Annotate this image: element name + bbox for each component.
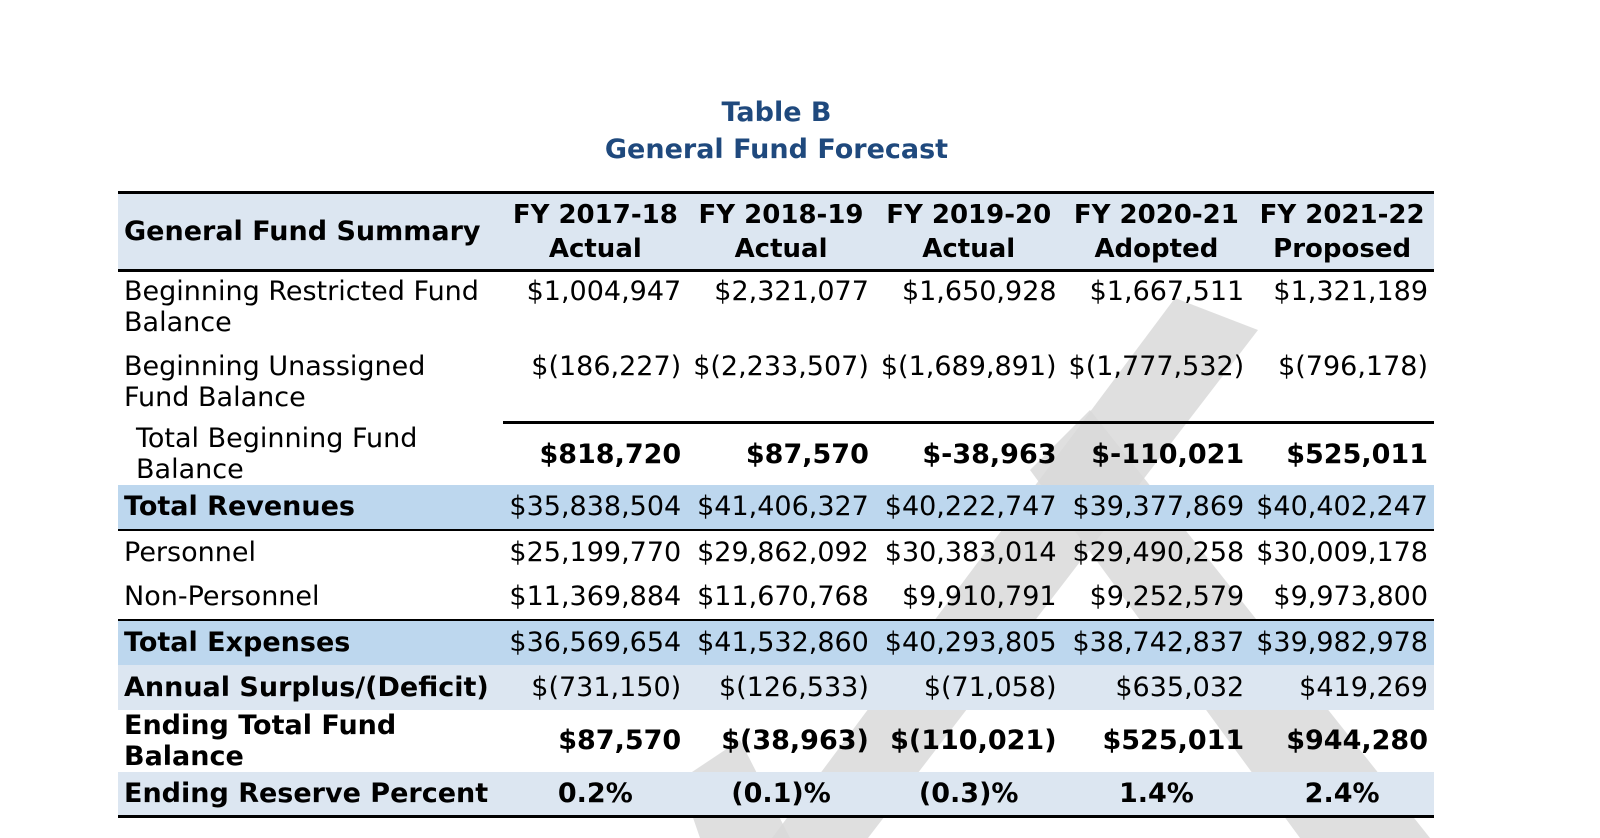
table-cell: $2,321,077 [714,276,869,307]
row-label: Beginning Unassigned Fund Balance [124,350,426,413]
table-cell: $(186,227) [531,350,682,382]
row-personnel: Personnel $25,199,770 $29,862,092 $30,38… [118,530,1434,575]
table-cell: $(731,150) [531,671,682,703]
table-cell: $87,570 [558,725,682,756]
table-cell: (0.1)% [731,777,831,809]
table-cell: $525,011 [1102,725,1245,756]
table-cell: $-38,963 [874,421,1063,485]
table-cell: $(1,777,532) [1068,350,1245,382]
table-cell: $1,321,189 [1273,276,1428,307]
table-subtitle: General Fund Forecast [604,134,949,165]
table-cell: $944,280 [1286,725,1428,756]
table-cell: $(110,021) [890,725,1057,756]
table-cell: $11,369,884 [509,581,682,612]
row-label: Total Beginning Fund Balance [136,422,418,485]
table-cell: $1,667,511 [1089,276,1245,307]
table-cell: $525,011 [1250,421,1434,485]
table-cell: $1,004,947 [526,276,682,307]
table-title: Table B [721,97,832,128]
row-beginning-unassigned: Beginning Unassigned Fund Balance $(186,… [118,347,1434,423]
table-cell: $-110,021 [1062,421,1251,485]
table-cell: $25,199,770 [509,537,682,568]
table-cell: $635,032 [1115,671,1245,703]
table-cell: $(796,178) [1278,350,1428,382]
table-cell: $(71,058) [923,671,1057,703]
table-cell: 0.2% [557,777,633,809]
table-cell: $36,569,654 [509,627,682,658]
header-col-5: FY 2021-22 Proposed [1259,199,1425,264]
table-title-block: Table B General Fund Forecast [0,96,1600,170]
table-cell: $30,009,178 [1256,537,1428,568]
table-cell: $9,973,800 [1273,581,1428,612]
table-cell: $39,377,869 [1072,491,1245,522]
row-ending-reserve: Ending Reserve Percent 0.2% (0.1)% (0.3)… [118,771,1434,817]
table-cell: $(38,963) [721,725,869,756]
table-cell: $419,269 [1299,671,1428,703]
table-cell: $9,252,579 [1089,581,1245,612]
table-cell: $35,838,504 [509,491,682,522]
row-label: Annual Surplus/(Deficit) [124,671,489,703]
table-cell: $29,862,092 [697,537,869,568]
table-cell: $40,293,805 [884,627,1057,658]
table-cell: $11,670,768 [697,581,869,612]
table-cell: (0.3)% [918,777,1019,809]
row-label: Non-Personnel [124,581,320,612]
general-fund-table: General Fund Summary FY 2017-18 Actual FY… [118,191,1434,818]
row-label: Personnel [124,537,256,568]
row-label: Total Revenues [124,491,356,522]
row-non-personnel: Non-Personnel $11,369,884 $11,670,768 $9… [118,575,1434,620]
header-col-2: FY 2018-19 Actual [698,199,864,264]
table-cell: $30,383,014 [884,537,1057,568]
row-total-revenues: Total Revenues $35,838,504 $41,406,327 $… [118,484,1434,530]
table-cell: $41,406,327 [697,491,869,522]
row-beginning-restricted: Beginning Restricted Fund Balance $1,004… [118,271,1434,347]
table-cell: $1,650,928 [901,276,1057,307]
table-cell: $40,402,247 [1256,491,1428,522]
table-cell: $(126,533) [718,671,869,703]
table-cell: 1.4% [1118,777,1194,809]
row-total-beginning: Total Beginning Fund Balance $818,720 $8… [118,421,1434,485]
table-cell: $41,532,860 [697,627,869,658]
table-cell: $39,982,978 [1256,627,1428,658]
row-label: Total Expenses [124,627,351,658]
header-col-4: FY 2020-21 Adopted [1073,199,1239,264]
header-label: General Fund Summary [124,215,481,247]
table-cell: $(1,689,891) [880,350,1057,382]
table-cell: $87,570 [687,421,875,485]
table-cell: $38,742,837 [1072,627,1245,658]
header-col-1: FY 2017-18 Actual [512,199,678,264]
table-cell: 2.4% [1304,777,1380,809]
row-annual-surplus: Annual Surplus/(Deficit) $(731,150) $(12… [118,664,1434,710]
table-header-row: General Fund Summary FY 2017-18 Actual FY… [118,192,1434,271]
table-cell: $(2,233,507) [693,350,869,382]
row-label: Ending Total Fund Balance [124,709,397,772]
table-cell: $9,910,791 [901,581,1057,612]
header-col-3: FY 2019-20 Actual [886,199,1052,264]
row-total-expenses: Total Expenses $36,569,654 $41,532,860 $… [118,619,1434,665]
table-cell: $29,490,258 [1072,537,1245,568]
row-label: Beginning Restricted Fund Balance [124,276,479,338]
table-cell: $40,222,747 [884,491,1057,522]
table-cell: $818,720 [503,421,688,485]
row-label: Ending Reserve Percent [124,777,489,809]
row-ending-balance: Ending Total Fund Balance $87,570 $(38,9… [118,710,1434,772]
